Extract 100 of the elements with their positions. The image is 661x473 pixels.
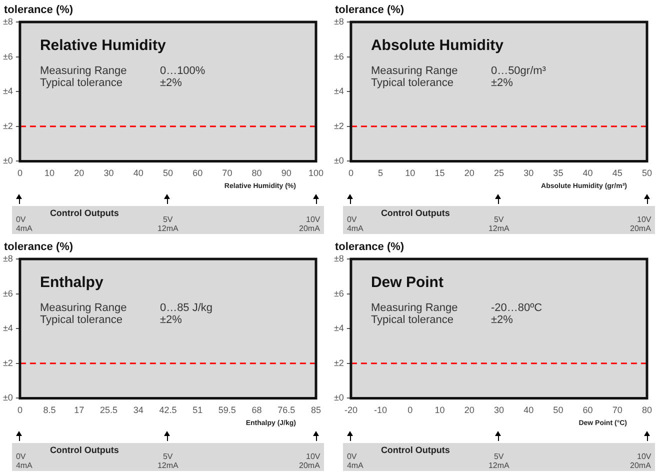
x-tick-label: 30 (524, 168, 534, 178)
y-tick-label: ±6 (334, 51, 344, 62)
text: 12mA (157, 461, 178, 470)
text: 4mA (16, 224, 32, 233)
annotation: ±2% (160, 77, 182, 89)
y-tick-label: ±6 (2, 51, 13, 62)
annotation: Measuring Range (370, 302, 458, 314)
x-tick-label: 50 (553, 405, 564, 416)
x-tick-label: -10 (374, 405, 388, 416)
x-tick-label: 0 (348, 168, 354, 178)
x-tick-label: 70 (222, 168, 232, 178)
text: 20mA (299, 461, 320, 470)
x-tick-label: 0 (17, 168, 22, 178)
text: 0V (16, 452, 26, 461)
text: 4mA (346, 224, 364, 233)
annotation: 0…50gr/m³ (490, 65, 546, 77)
annotation: 0…100% (160, 65, 206, 77)
annotation: Typical tolerance (40, 77, 122, 89)
y-tick-label: ±2 (2, 358, 13, 368)
text: Control Outputs (380, 445, 450, 455)
x-tick-label: 0 (408, 405, 413, 416)
text: 12mA (488, 461, 510, 470)
x-tick-label: 90 (281, 168, 292, 178)
y-axis-title: tolerance (%) (335, 4, 404, 16)
x-tick-label: -20 (344, 405, 358, 416)
x-tick-label: 51 (192, 405, 203, 416)
annotation: Measuring Range (40, 302, 127, 314)
y-tick-label: ±0 (334, 392, 344, 403)
y-tick-label: ±2 (334, 358, 344, 368)
text: 0V (16, 215, 26, 224)
x-tick-label: 25.5 (100, 405, 118, 416)
y-tick-label: ±4 (2, 323, 13, 334)
annotation: Typical tolerance (370, 77, 454, 89)
y-axis-title: tolerance (%) (4, 4, 74, 16)
text: Dew Point (370, 274, 444, 291)
x-tick-label: 76.5 (278, 405, 296, 416)
text: 10V (306, 215, 320, 224)
annotation: ±2% (490, 314, 514, 326)
annotation: -20…80ºC (490, 302, 542, 314)
text: 5V (494, 215, 504, 224)
x-tick-label: 20 (74, 168, 84, 178)
x-tick-label: 40 (524, 405, 534, 416)
text: 0V (346, 215, 357, 224)
y-tick-label: ±4 (2, 86, 13, 96)
y-tick-label: ±6 (2, 288, 13, 298)
x-tick-label: 42.5 (159, 405, 177, 416)
x-tick-label: 20 (464, 405, 474, 416)
y-tick-label: ±0 (2, 156, 13, 166)
x-tick-label: 10 (434, 405, 445, 416)
x-tick-label: 0 (17, 405, 22, 416)
x-tick-label: 80 (642, 405, 652, 416)
text: 4mA (16, 461, 32, 470)
y-tick-label: ±8 (334, 253, 344, 264)
annotation: ±2% (490, 77, 514, 89)
y-tick-label: ±6 (334, 288, 344, 298)
text: 20mA (299, 224, 320, 233)
text: 12mA (157, 224, 178, 233)
y-tick-label: ±8 (2, 253, 13, 264)
text: 5V (162, 215, 173, 224)
x-tick-label: 60 (582, 405, 593, 416)
x-tick-label: 60 (192, 168, 203, 178)
y-tick-label: ±8 (334, 16, 344, 26)
x-tick-label: 68 (252, 405, 262, 416)
text: Control Outputs (50, 208, 119, 218)
y-tick-label: ±4 (334, 323, 344, 334)
text: 5V (494, 452, 504, 461)
text: 20mA (630, 461, 651, 470)
text: 10V (637, 452, 652, 461)
x-tick-label: 80 (252, 168, 262, 178)
x-tick-label: 85 (310, 405, 322, 416)
x-tick-label: 10 (44, 168, 55, 178)
y-tick-label: ±2 (2, 120, 13, 131)
text: 4mA (346, 461, 364, 470)
x-tick-label: 70 (612, 405, 622, 416)
text: 10V (306, 452, 320, 461)
annotation: Measuring Range (370, 65, 458, 77)
x-tick-label: 100 (308, 168, 324, 178)
x-tick-label: 45 (612, 168, 622, 178)
x-tick-label: 34 (133, 405, 144, 416)
x-tick-label: 15 (434, 168, 445, 178)
text: Absolute Humidity (370, 37, 504, 54)
text: Control Outputs (380, 208, 450, 218)
x-tick-label: 30 (104, 168, 114, 178)
text: Relative Humidity (40, 37, 166, 54)
x-tick-label: 25 (494, 168, 504, 178)
text: 0V (346, 452, 357, 461)
x-tick-label: 30 (494, 405, 504, 416)
x-tick-label: 20 (464, 168, 474, 178)
annotation: Typical tolerance (370, 314, 454, 326)
x-tick-label: 40 (582, 168, 593, 178)
annotation: ±2% (160, 314, 182, 326)
y-tick-label: ±4 (334, 86, 344, 96)
y-axis-title: tolerance (%) (335, 241, 404, 253)
text: 20mA (630, 224, 651, 233)
x-tick-label: 40 (133, 168, 144, 178)
y-tick-label: ±8 (2, 16, 13, 26)
text: Enthalpy (40, 274, 104, 291)
y-tick-label: ±2 (334, 120, 344, 131)
x-tick-label: 59.5 (218, 405, 236, 416)
x-tick-label: 50 (642, 168, 652, 178)
